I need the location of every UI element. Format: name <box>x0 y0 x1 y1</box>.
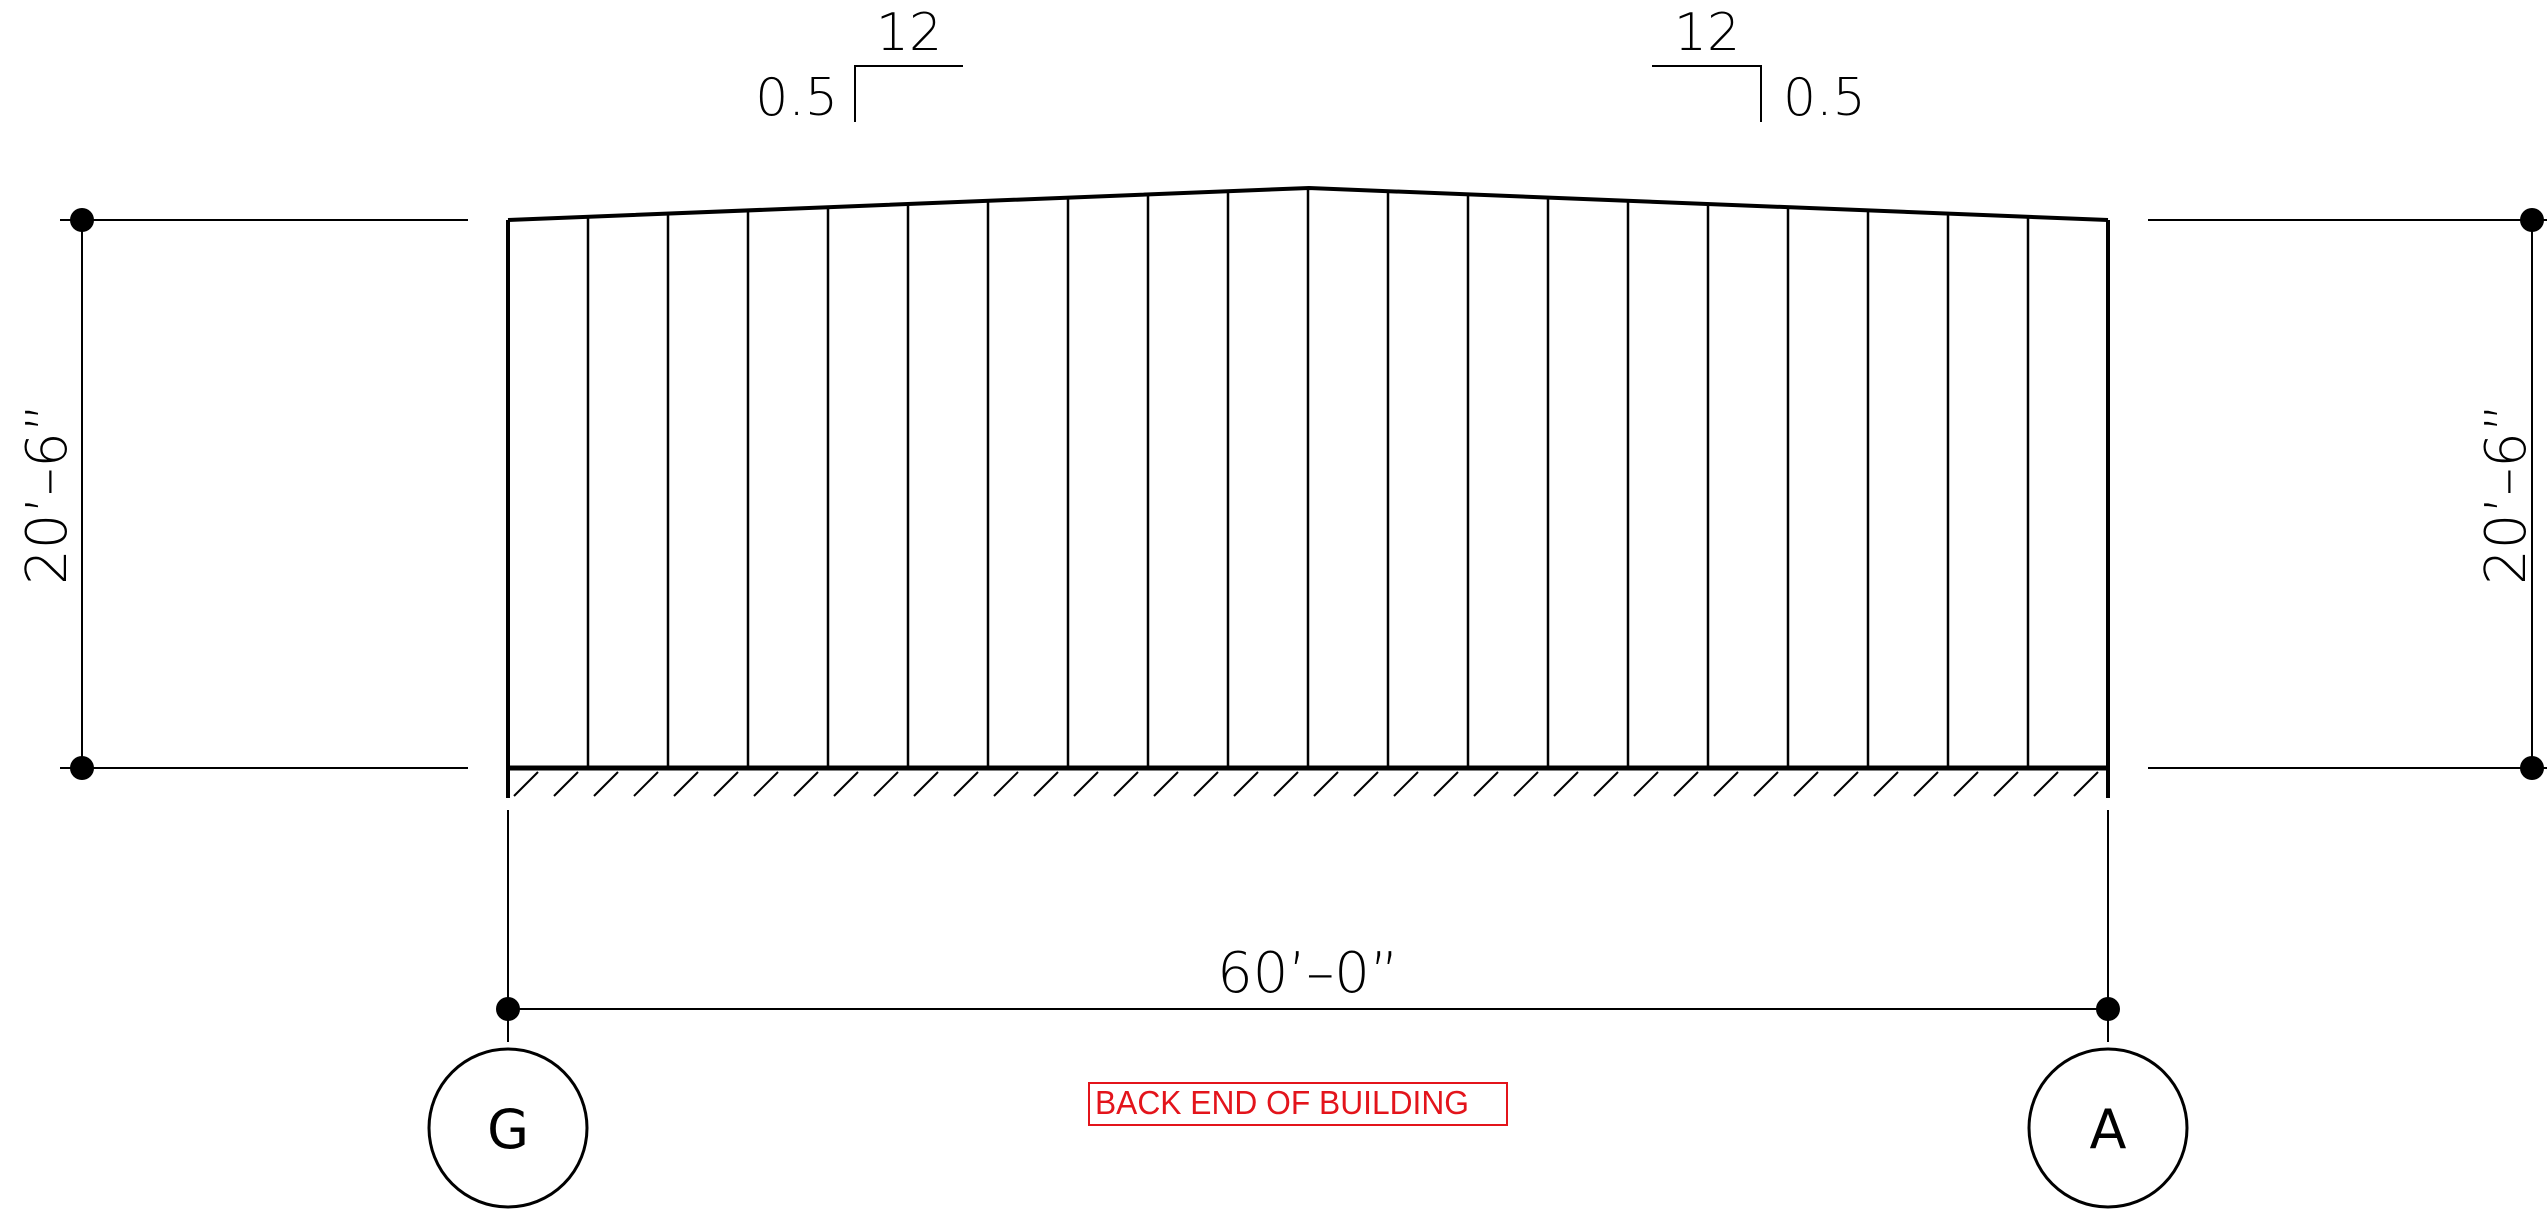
ground-hatch-mark <box>1073 771 1099 797</box>
slope-right-bracket <box>1652 65 1762 122</box>
ground-hatch-mark <box>1833 771 1859 797</box>
ground-hatch-mark <box>793 771 819 797</box>
ground-hatch-mark <box>1713 771 1739 797</box>
grid-bubble-g-circle <box>427 1047 589 1209</box>
ground-hatch-mark <box>1473 771 1499 797</box>
width-dimension: 60’–0” <box>496 810 2120 1042</box>
roof-line <box>507 185 2109 222</box>
ground-hatch-mark <box>913 771 939 797</box>
ground-hatch-mark <box>1393 771 1419 797</box>
ground-hatch-mark <box>1153 771 1179 797</box>
slope-left-rise: 0.5 <box>755 68 838 128</box>
building-end-note-label: BACK END OF BUILDING <box>1095 1084 1469 1121</box>
grid-bubble-g-label: G <box>487 1098 529 1161</box>
ground-hatch-mark <box>753 771 779 797</box>
ground-hatch-mark <box>993 771 1019 797</box>
ground-hatch-mark <box>673 771 699 797</box>
dim-dot-width-right <box>2096 997 2120 1021</box>
slope-left-bracket <box>854 65 963 122</box>
height-dimension-left-label: 20’–6” <box>15 403 80 585</box>
ground-hatch-mark <box>1873 771 1899 797</box>
ground-hatch-mark <box>1353 771 1379 797</box>
ground-hatch-mark <box>1993 771 2019 797</box>
wall-panels <box>586 188 2030 768</box>
ground-hatch-mark <box>513 771 539 797</box>
ground-hatch-mark <box>633 771 659 797</box>
ground-hatch-mark <box>713 771 739 797</box>
dim-dot-left-bottom <box>70 756 94 780</box>
ground-hatch <box>513 771 2099 797</box>
slope-right-run: 12 <box>1674 3 1740 63</box>
ground-hatch-mark <box>1593 771 1619 797</box>
ground-hatch-mark <box>1953 771 1979 797</box>
ground-hatch-mark <box>1313 771 1339 797</box>
slope-indicator-right: 12 0.5 <box>1652 3 1866 128</box>
height-dimension-left: 20’–6” <box>15 208 468 780</box>
ground-hatch-mark <box>1793 771 1819 797</box>
building-end-note: BACK END OF BUILDING <box>1088 1082 1508 1126</box>
ground-hatch-mark <box>1233 771 1259 797</box>
ground-hatch-mark <box>1513 771 1539 797</box>
dim-dot-right-bottom <box>2520 756 2544 780</box>
slope-right-rise: 0.5 <box>1783 68 1866 128</box>
dim-dot-right-top <box>2520 208 2544 232</box>
ground-hatch-mark <box>2073 771 2099 797</box>
grid-bubble-a-label: A <box>2090 1098 2127 1161</box>
ground-hatch-mark <box>1753 771 1779 797</box>
ground-hatch-mark <box>1913 771 1939 797</box>
dim-dot-width-left <box>496 997 520 1021</box>
ground-hatch-mark <box>1033 771 1059 797</box>
height-dimension-right-label: 20’–6” <box>2474 403 2539 585</box>
dim-dot-left-top <box>70 208 94 232</box>
ground-hatch-mark <box>1433 771 1459 797</box>
ground-hatch-mark <box>1633 771 1659 797</box>
ground-hatch-mark <box>1273 771 1299 797</box>
grid-bubble-a: A <box>2027 1047 2189 1209</box>
building-end-note-box <box>1088 1082 1508 1126</box>
ground-hatch-mark <box>1553 771 1579 797</box>
grid-bubble-a-circle <box>2027 1047 2189 1209</box>
ground-hatch-mark <box>1113 771 1139 797</box>
grid-bubble-g: G <box>427 1047 589 1209</box>
slope-left-run: 12 <box>876 3 942 63</box>
ground-hatch-mark <box>953 771 979 797</box>
width-dimension-label: 60’–0” <box>1217 941 1399 1006</box>
slope-indicator-left: 12 0.5 <box>755 3 963 128</box>
ground-hatch-mark <box>593 771 619 797</box>
ground-hatch-mark <box>553 771 579 797</box>
ground-hatch-mark <box>1193 771 1219 797</box>
ground-hatch-mark <box>833 771 859 797</box>
height-dimension-right: 20’–6” <box>2148 208 2547 780</box>
ground-hatch-mark <box>1673 771 1699 797</box>
ground-hatch-mark <box>873 771 899 797</box>
ground-hatch-mark <box>2033 771 2059 797</box>
